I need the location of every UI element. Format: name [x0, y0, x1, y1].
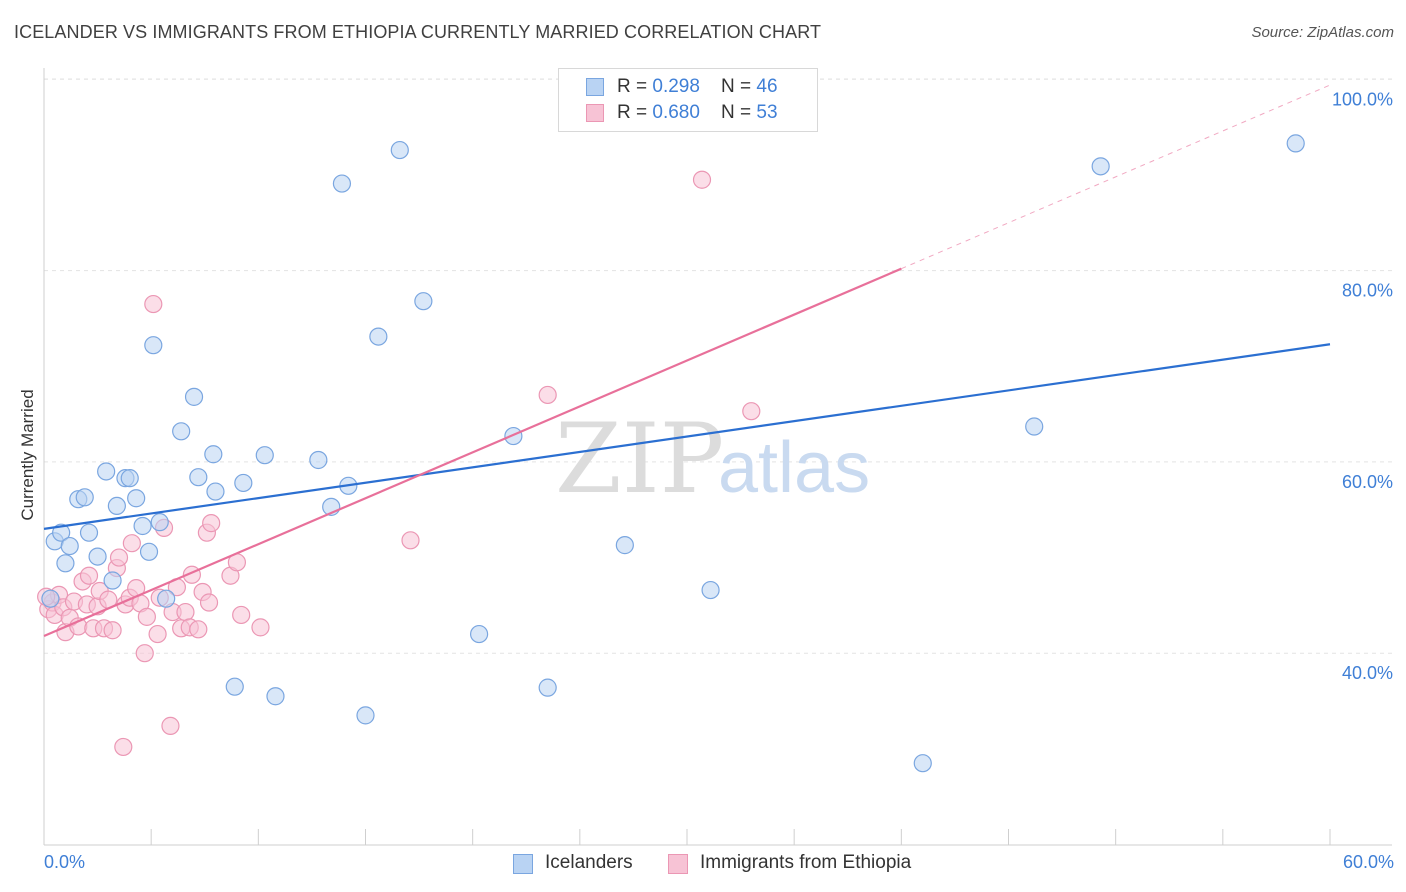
icelanders-trend-line	[43, 343, 1331, 530]
ethiopia-point	[538, 385, 557, 405]
icelanders-point	[309, 450, 328, 470]
icelanders-point	[127, 489, 146, 508]
legend-swatch-pink	[668, 854, 688, 874]
y-tick-label: 40.0%	[1342, 663, 1393, 683]
icelanders-point	[701, 580, 720, 600]
watermark-atlas: atlas	[718, 428, 870, 508]
icelanders-point	[189, 468, 208, 487]
source-label: Source: ZipAtlas.com	[1251, 24, 1394, 41]
legend-r-value: 0.298	[652, 76, 700, 97]
icelanders-point	[1286, 134, 1305, 153]
icelanders-point	[56, 554, 75, 573]
y-tick-label: 80.0%	[1342, 281, 1393, 301]
icelanders-point	[414, 292, 433, 311]
icelanders-point	[225, 677, 244, 696]
stats-legend: R = 0.298 N = 46 R = 0.680 N = 53	[558, 68, 818, 132]
icelanders-point	[204, 445, 223, 464]
icelanders-point	[172, 422, 191, 441]
icelanders-point	[133, 516, 152, 536]
ethiopia-point	[742, 402, 761, 421]
legend-swatch-blue	[586, 78, 604, 96]
icelanders-point	[538, 678, 557, 697]
ethiopia-point	[176, 602, 195, 622]
icelanders-point	[144, 336, 163, 355]
legend-n-value: 46	[756, 76, 778, 97]
icelanders-point	[103, 571, 122, 590]
ethiopia-point	[122, 534, 141, 553]
ethiopia-trend-line	[43, 267, 902, 637]
icelanders-point	[184, 387, 204, 406]
watermark: ZIP atlas	[555, 403, 870, 515]
legend-swatch-pink	[586, 104, 604, 122]
gridlines	[44, 78, 1392, 654]
icelanders-point	[913, 754, 932, 773]
icelanders-point	[332, 174, 352, 193]
ethiopia-point	[137, 607, 156, 626]
ethiopia-point	[199, 593, 219, 612]
trend-lines	[43, 84, 1331, 637]
x-axis-max-label: 60.0%	[1342, 852, 1394, 872]
icelanders-point	[97, 462, 116, 481]
icelanders-point	[120, 469, 139, 488]
y-tick-label: 100.0%	[1332, 89, 1393, 109]
legend-n-label: N =	[721, 76, 757, 97]
icelanders-point	[356, 706, 375, 725]
ethiopia-point	[109, 548, 129, 567]
icelanders-point	[79, 523, 99, 542]
ethiopia-point	[79, 566, 99, 585]
axes	[43, 68, 1392, 846]
x-axis-min-label: 0.0%	[44, 852, 86, 872]
y-tick-label: 60.0%	[1342, 472, 1393, 492]
ethiopia-point	[692, 170, 712, 189]
icelanders-point	[1091, 157, 1110, 176]
legend-r-value: 0.680	[652, 102, 700, 123]
icelanders-point	[139, 542, 159, 561]
ethiopia-point	[161, 716, 180, 735]
ethiopia-point	[135, 644, 154, 663]
y-tick-labels: 40.0% 60.0% 80.0% 100.0%	[1332, 89, 1393, 683]
ethiopia-point	[202, 514, 221, 533]
legend-r-label: R =	[617, 102, 653, 123]
icelanders-point	[615, 536, 634, 555]
chart-title: ICELANDER VS IMMIGRANTS FROM ETHIOPIA CU…	[14, 22, 822, 42]
legend-r-label: R =	[617, 76, 653, 97]
ethiopia-point	[144, 294, 163, 314]
ethiopia-point	[148, 624, 167, 644]
ethiopia-trend-extension	[901, 84, 1331, 270]
icelanders-point	[60, 536, 79, 556]
icelanders-point	[52, 523, 71, 542]
ethiopia-point	[232, 605, 251, 625]
icelanders-point	[206, 482, 225, 501]
series-legend: Icelanders Immigrants from Ethiopia	[0, 852, 1406, 878]
icelanders-point	[150, 513, 169, 532]
ethiopia-point	[114, 737, 133, 757]
icelanders-point	[369, 327, 388, 346]
legend-n-label: N =	[721, 102, 757, 123]
ethiopia-point	[251, 618, 270, 637]
ethiopia-point	[189, 620, 208, 639]
icelanders-point	[469, 624, 489, 644]
icelanders-point	[41, 589, 60, 608]
icelanders-point	[390, 140, 409, 160]
icelanders-point	[1025, 417, 1044, 436]
icelanders-point	[266, 687, 285, 706]
icelanders-point	[255, 446, 274, 465]
icelanders-point	[107, 496, 126, 515]
icelanders-point	[88, 547, 107, 566]
ethiopia-point	[103, 621, 122, 640]
icelanders-point	[234, 473, 253, 493]
legend-swatch-blue	[513, 854, 533, 874]
legend-label: Immigrants from Ethiopia	[700, 852, 912, 873]
icelanders-point	[75, 488, 94, 507]
icelanders-point	[157, 589, 176, 608]
watermark-zip: ZIP	[555, 403, 724, 515]
legend-n-value: 53	[756, 102, 778, 123]
series-icelanders-points	[41, 134, 1305, 773]
legend-label: Icelanders	[545, 852, 633, 873]
ethiopia-point	[401, 531, 420, 550]
